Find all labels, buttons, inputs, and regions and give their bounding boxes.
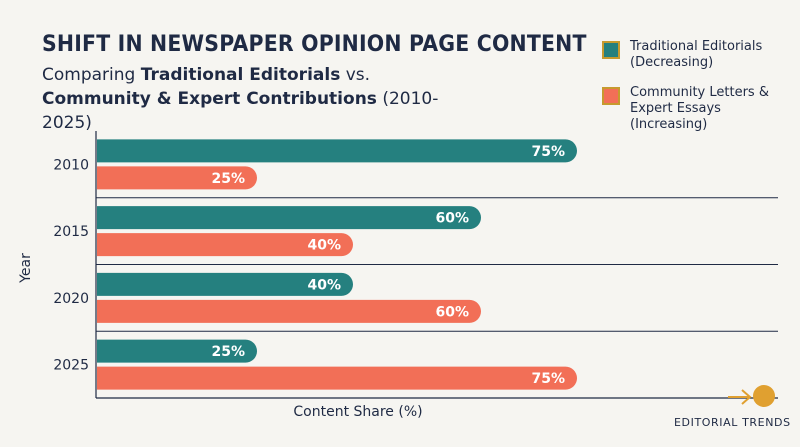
y-tick-label: 2020 [53, 291, 89, 307]
bar-value-label: 40% [307, 277, 341, 293]
bar-value-label: 60% [435, 304, 469, 320]
brand-label: EDITORIAL TRENDS [674, 416, 791, 429]
bar-community [97, 166, 257, 190]
x-axis-label: Content Share (%) [293, 404, 423, 420]
subtitle-text-1: Comparing [42, 65, 141, 85]
axes: 2010 2015 2020 2025 [53, 131, 778, 399]
y-tick-label: 2015 [53, 224, 89, 240]
bar-traditional [97, 139, 578, 163]
subtitle-text-2: vs. [340, 65, 371, 85]
bar-value-label: 75% [531, 144, 565, 160]
legend-label-community: Community Letters & Expert Essays (Incre… [630, 85, 769, 132]
bar-value-label: 60% [435, 211, 469, 227]
legend-swatch-community [602, 87, 620, 105]
bar-community [97, 366, 578, 390]
bar-value-label: 25% [211, 171, 245, 187]
bar-value-label: 25% [211, 344, 245, 360]
subtitle-emphasis-traditional: Traditional Editorials [140, 65, 341, 85]
arrow-right-circle-icon [728, 385, 775, 407]
bars: 75% 25% 60% 40% 40% 60% 25% 75% [97, 139, 578, 390]
bar-traditional [97, 272, 353, 296]
subtitle-emphasis-community: Community & Expert Contributions [42, 89, 377, 109]
chart-title: SHIFT IN NEWSPAPER OPINION PAGE CONTENT [42, 32, 587, 57]
bar-community [97, 299, 481, 323]
subtitle-text-3: (2010-2025) [42, 89, 439, 133]
bar-value-label: 40% [307, 238, 341, 254]
bar-value-label: 75% [531, 371, 565, 387]
gridlines [96, 197, 778, 332]
y-axis-label: Year [18, 253, 34, 283]
chart-subtitle: Comparing Traditional Editorials vs. Com… [42, 63, 452, 135]
bar-traditional [97, 206, 481, 230]
y-tick-label: 2025 [53, 358, 89, 374]
bar-traditional [97, 339, 257, 363]
bar-community [97, 233, 353, 257]
legend-label-traditional: Traditional Editorials (Decreasing) [630, 39, 763, 70]
y-tick-label: 2010 [53, 157, 89, 173]
legend-swatch-traditional [602, 41, 620, 59]
